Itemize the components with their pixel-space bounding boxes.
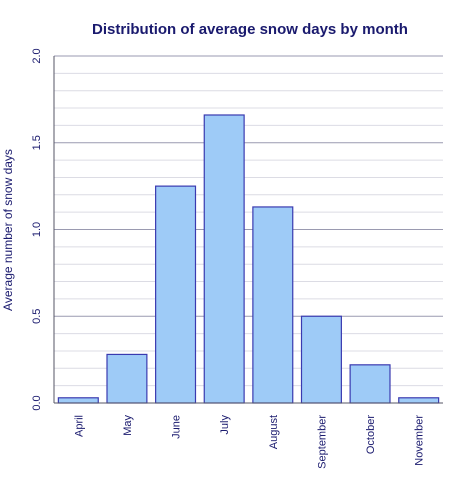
x-tick-labels: April May June July August September October No… <box>73 415 425 469</box>
y-tick-label: 1.5 <box>31 135 43 150</box>
x-tick-label: May <box>122 415 134 436</box>
x-tick-label: October <box>365 415 377 454</box>
y-tick-label: 0.5 <box>31 309 43 324</box>
bar-may <box>106 353 148 404</box>
y-tick-label: 0.0 <box>31 395 43 410</box>
bar-june <box>155 185 197 404</box>
bars <box>57 114 440 404</box>
x-tick-label: November <box>414 415 426 466</box>
x-tick-label: July <box>219 415 231 435</box>
chart-title: Distribution of average snow days by mon… <box>92 21 408 38</box>
x-tick-label: April <box>73 415 85 437</box>
axes <box>53 56 443 404</box>
bar-april <box>57 397 99 404</box>
y-axis-label: Average number of snow days <box>1 149 15 311</box>
bar-november <box>398 397 440 404</box>
grid-lines <box>54 55 443 387</box>
bar-july <box>203 114 245 404</box>
y-tick-label: 1.0 <box>31 222 43 237</box>
x-tick-label: September <box>316 415 328 469</box>
bar-october <box>349 364 391 404</box>
bar-august <box>252 206 294 404</box>
y-tick-labels: 0.0 0.5 1.0 1.5 2.0 <box>31 48 43 410</box>
x-tick-label: August <box>268 415 280 449</box>
bar-september <box>300 315 342 404</box>
y-tick-label: 2.0 <box>31 48 43 63</box>
x-tick-label: June <box>171 415 183 439</box>
